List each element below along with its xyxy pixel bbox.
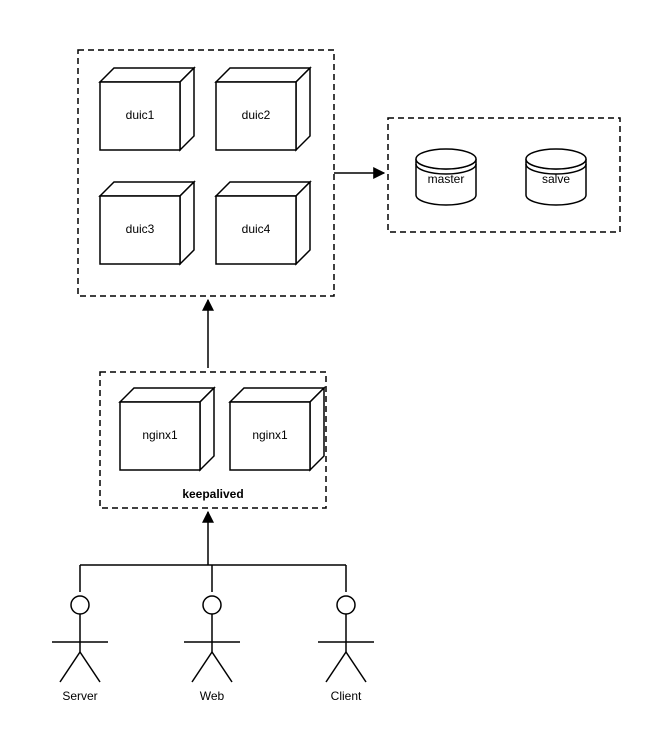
- db-node-2: salve: [526, 149, 586, 205]
- actor-1: Server: [52, 596, 108, 703]
- duic-node-3: duic3: [100, 182, 194, 264]
- duic-node-4-label: duic4: [242, 222, 271, 236]
- duic-node-3-label: duic3: [126, 222, 155, 236]
- actor-3-label: Client: [331, 689, 362, 703]
- actor-3: Client: [318, 596, 374, 703]
- nginx-node-2: nginx1: [230, 388, 324, 470]
- duic-node-4: duic4: [216, 182, 310, 264]
- duic-node-2-label: duic2: [242, 108, 271, 122]
- duic-node-2: duic2: [216, 68, 310, 150]
- actor-1-label: Server: [62, 689, 97, 703]
- actor-2-label: Web: [200, 689, 225, 703]
- duic-node-1: duic1: [100, 68, 194, 150]
- actor-2: Web: [184, 596, 240, 703]
- db-node-1: master: [416, 149, 476, 205]
- nginx-node-1-label: nginx1: [142, 428, 178, 442]
- duic-node-1-label: duic1: [126, 108, 155, 122]
- db-node-2-label: salve: [542, 172, 570, 186]
- nginx-cluster-label: keepalived: [182, 487, 243, 501]
- nginx-node-2-label: nginx1: [252, 428, 288, 442]
- db-node-1-label: master: [428, 172, 465, 186]
- nginx-node-1: nginx1: [120, 388, 214, 470]
